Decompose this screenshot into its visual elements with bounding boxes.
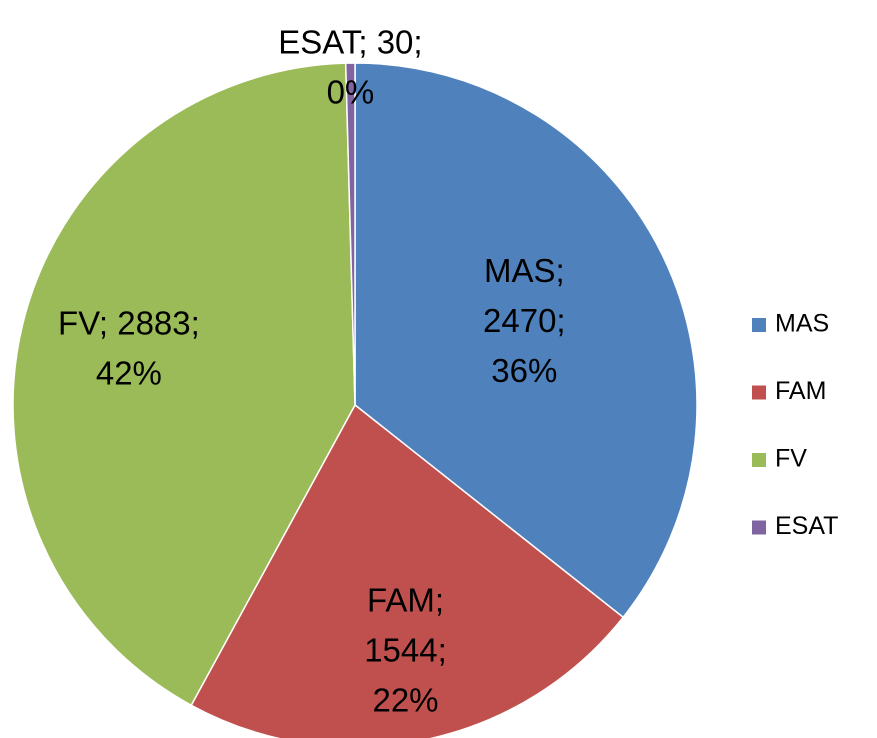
data-label: 1544;	[364, 632, 447, 669]
legend-swatch	[752, 453, 766, 467]
legend-swatch	[752, 318, 766, 332]
legend-label: FV	[775, 445, 807, 473]
pie-slice	[190, 403, 625, 738]
data-label: 2470;	[483, 302, 566, 339]
pie-slice	[12, 62, 356, 707]
pie-slice	[344, 62, 356, 406]
data-label: 0%	[327, 74, 375, 111]
legend-label: ESAT	[775, 512, 838, 540]
legend-swatch	[752, 385, 766, 400]
data-label: ESAT; 30;	[278, 24, 422, 61]
legend-label: FAM	[775, 377, 826, 405]
data-label: FV; 2883;	[58, 304, 200, 341]
data-label: 42%	[96, 354, 162, 391]
legend-label: MAS	[775, 310, 829, 338]
data-label: 22%	[372, 682, 438, 719]
data-label: FAM;	[367, 582, 444, 619]
pie-slice	[354, 62, 698, 619]
data-label: MAS;	[484, 252, 565, 289]
data-label: 36%	[491, 352, 557, 389]
legend-swatch	[752, 520, 766, 535]
